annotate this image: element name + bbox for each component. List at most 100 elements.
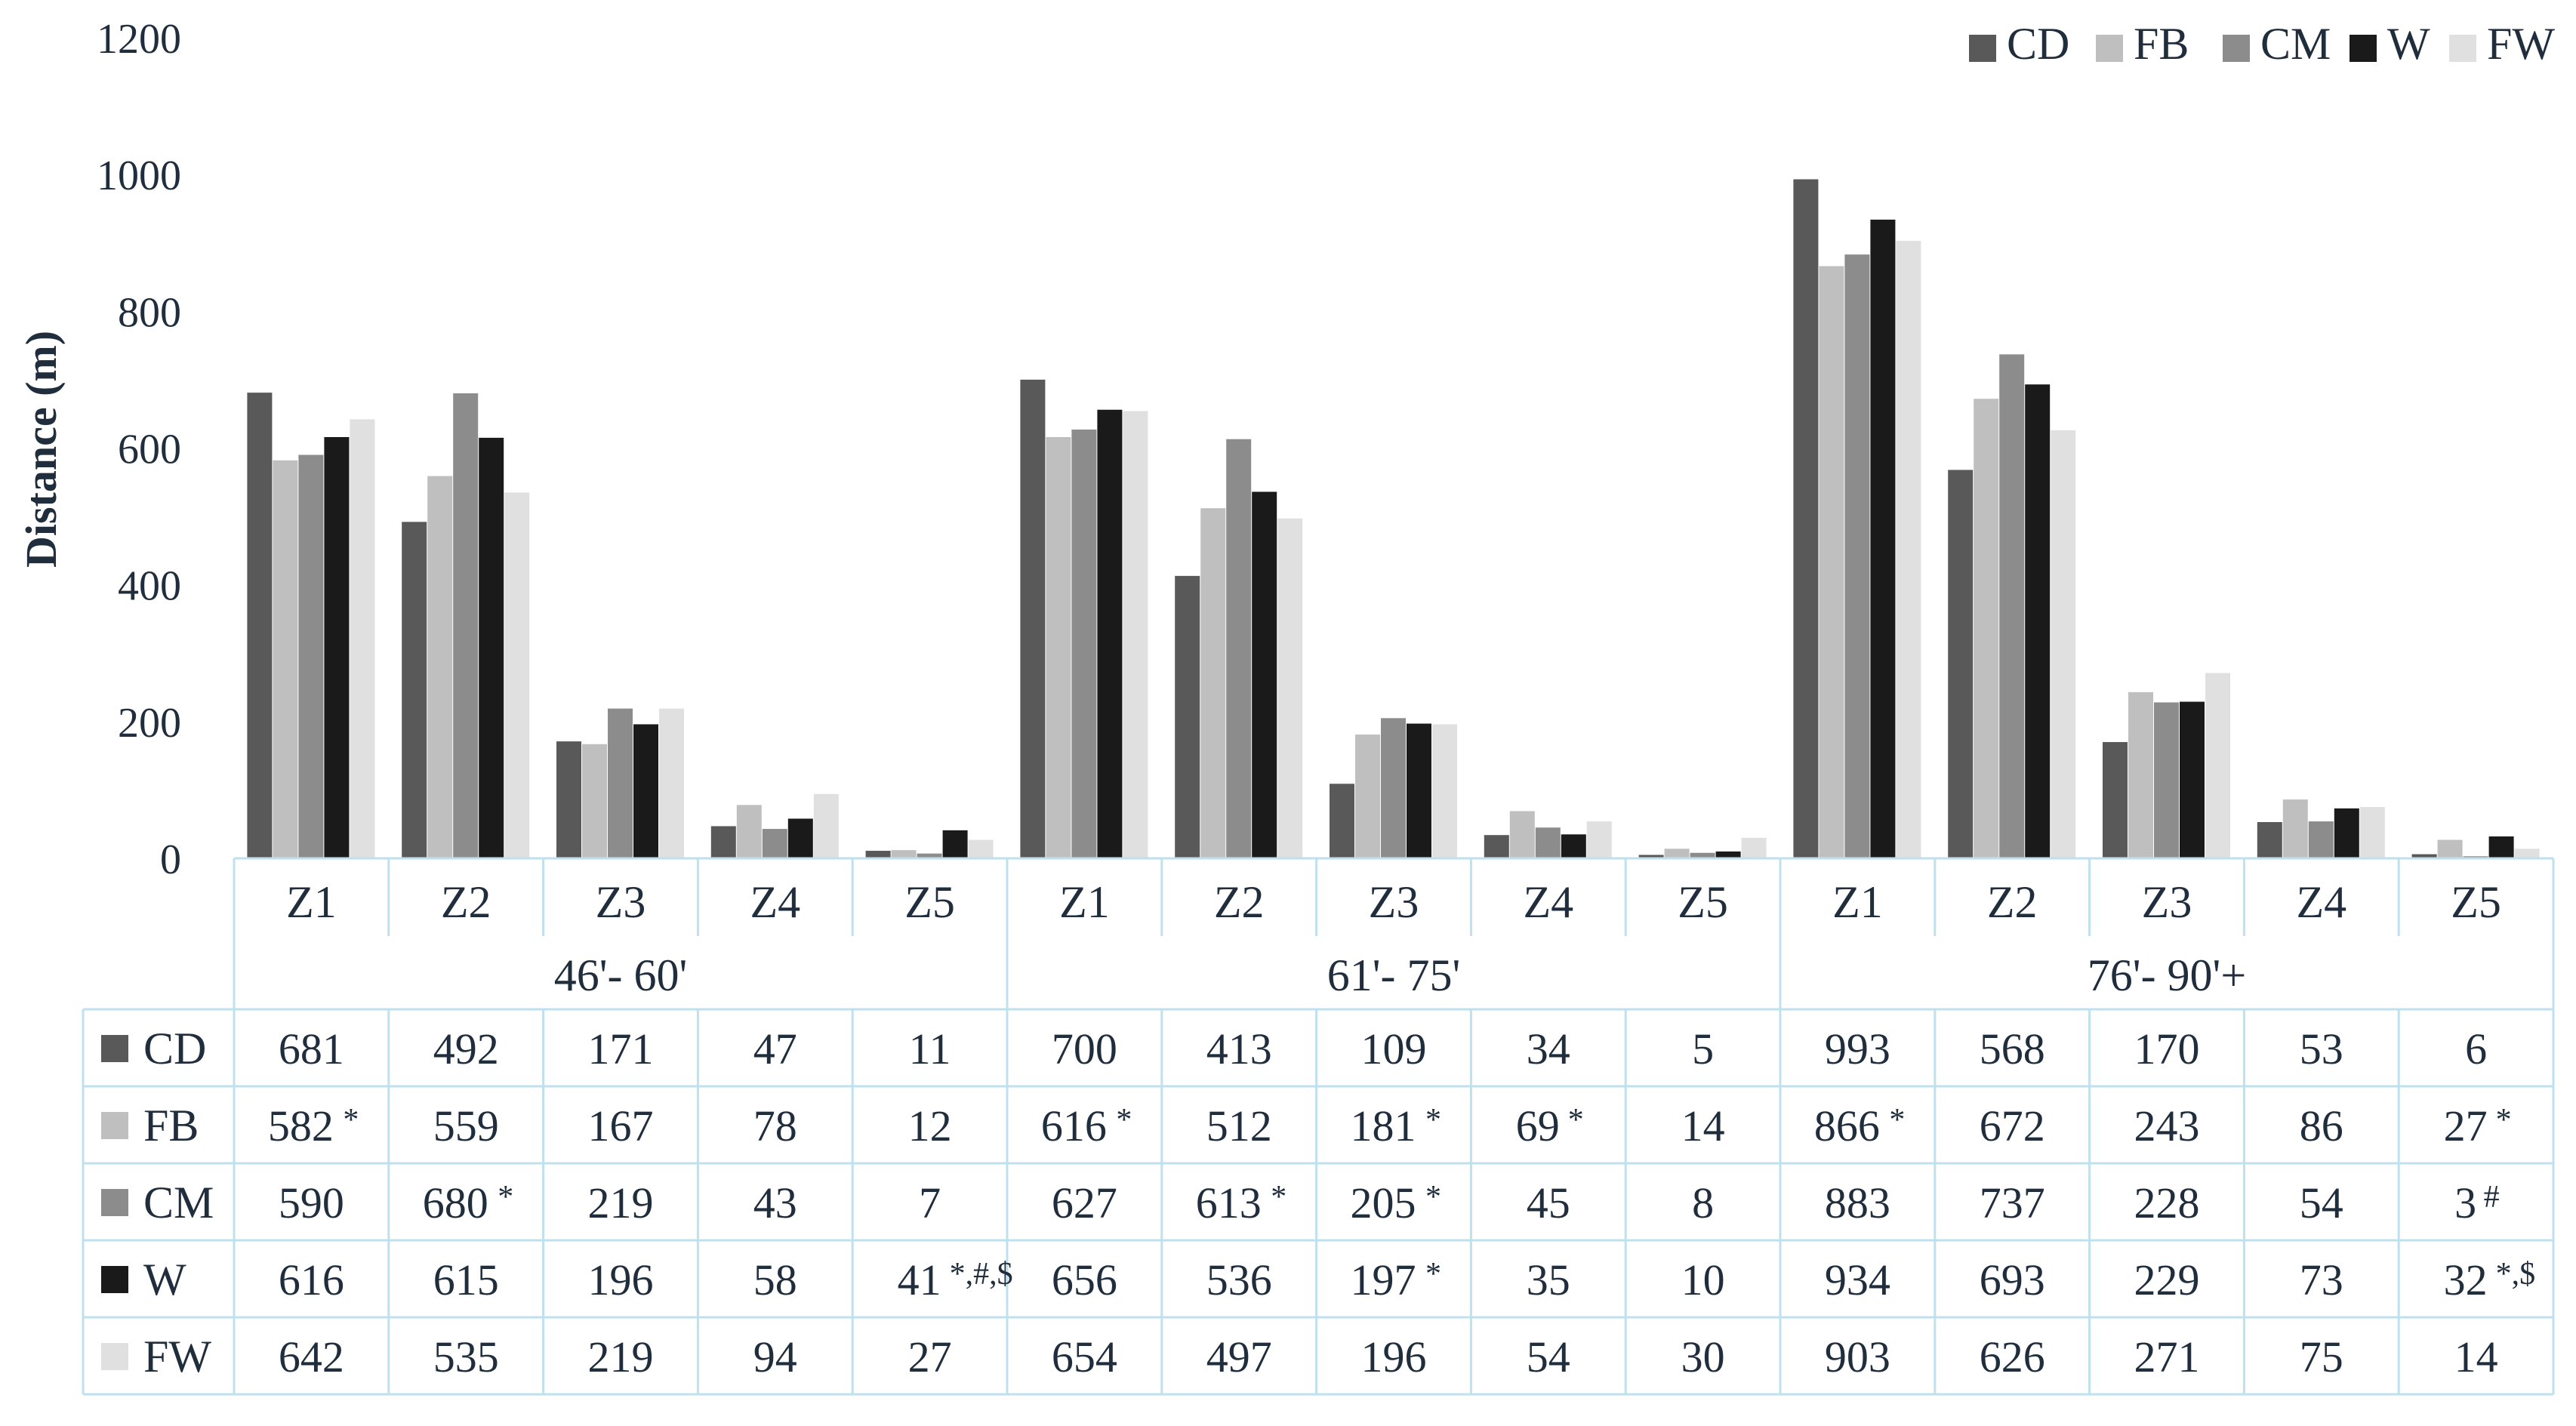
bar-FW-1 <box>504 492 530 858</box>
data-label: 43 <box>753 1178 797 1227</box>
data-label: 866 <box>1814 1101 1880 1150</box>
bar-CM-4 <box>917 853 942 858</box>
bar-FW-14 <box>2514 849 2540 858</box>
table-row-label-W: W <box>143 1255 186 1304</box>
bar-CM-13 <box>2308 821 2334 858</box>
data-label: 993 <box>1825 1024 1890 1073</box>
data-label: 616 <box>1041 1101 1107 1150</box>
data-label: 934 <box>1825 1255 1890 1304</box>
x-tick-label: Z2 <box>1987 877 2038 927</box>
bar-CM-7 <box>1381 718 1406 858</box>
data-label: 73 <box>2300 1255 2343 1304</box>
significance-mark: * <box>1889 1103 1905 1138</box>
data-label: 219 <box>588 1332 654 1381</box>
data-label: 243 <box>2134 1101 2200 1150</box>
bar-CD-1 <box>402 522 427 858</box>
data-label: 109 <box>1361 1024 1427 1073</box>
bar-W-1 <box>479 437 504 858</box>
y-tick-label: 800 <box>118 289 181 336</box>
bar-CM-5 <box>1071 430 1097 858</box>
group-label: 46'- 60' <box>554 950 688 1000</box>
significance-mark: * <box>1568 1103 1584 1138</box>
significance-mark: # <box>2484 1180 2500 1215</box>
data-label: 903 <box>1825 1332 1890 1381</box>
y-tick-label: 1200 <box>97 16 181 63</box>
bar-CD-0 <box>247 393 273 858</box>
bar-FW-0 <box>350 419 375 858</box>
bar-CD-12 <box>2103 742 2128 858</box>
data-label: 883 <box>1825 1178 1890 1227</box>
bar-CM-0 <box>298 454 324 858</box>
legend-label-CD: CD <box>2007 19 2069 69</box>
data-label: 170 <box>2134 1024 2200 1073</box>
bar-CD-10 <box>1793 179 1819 858</box>
bar-CM-8 <box>1535 827 1561 858</box>
bar-FW-9 <box>1741 837 1767 858</box>
table-swatch-CM <box>101 1189 128 1216</box>
legend-label-FW: FW <box>2487 19 2555 69</box>
bar-CM-12 <box>2154 702 2179 858</box>
bar-FW-4 <box>968 839 994 858</box>
data-label: 492 <box>433 1024 499 1073</box>
bar-W-10 <box>1870 219 1896 858</box>
table-row-label-FW: FW <box>143 1332 211 1381</box>
data-label: 14 <box>2454 1332 2498 1381</box>
data-label: 10 <box>1681 1255 1725 1304</box>
data-label: 41 <box>898 1255 941 1304</box>
data-label: 642 <box>279 1332 344 1381</box>
legend-swatch-FW <box>2449 35 2476 62</box>
data-label: 5 <box>1692 1024 1714 1073</box>
data-label: 197 <box>1351 1255 1416 1304</box>
bar-CD-13 <box>2257 821 2282 858</box>
bar-CM-11 <box>1999 354 2025 858</box>
data-label: 54 <box>1527 1332 1570 1381</box>
bar-CM-6 <box>1226 439 1252 858</box>
y-tick-label: 600 <box>118 427 181 473</box>
data-label: 626 <box>1980 1332 2045 1381</box>
table-row-label-CD: CD <box>143 1024 206 1073</box>
bar-FW-12 <box>2205 673 2230 858</box>
bar-FW-8 <box>1586 821 1612 858</box>
bar-FB-12 <box>2128 691 2153 858</box>
bar-FW-7 <box>1432 724 1457 858</box>
bar-FB-6 <box>1200 508 1226 858</box>
bar-FB-10 <box>1819 266 1844 858</box>
x-tick-label: Z3 <box>596 877 646 927</box>
bar-FW-2 <box>659 708 684 858</box>
x-tick-label: Z5 <box>2451 877 2501 927</box>
x-tick-label: Z5 <box>904 877 955 927</box>
data-label: 497 <box>1206 1332 1272 1381</box>
bar-FB-13 <box>2282 799 2308 858</box>
bar-W-6 <box>1252 491 1277 858</box>
bar-CM-3 <box>762 829 787 858</box>
data-label: 35 <box>1527 1255 1570 1304</box>
y-tick-label: 0 <box>160 836 181 883</box>
bar-CD-11 <box>1948 470 1974 858</box>
bar-FB-3 <box>736 805 762 858</box>
bar-CD-8 <box>1484 835 1509 858</box>
data-label: 181 <box>1351 1101 1416 1150</box>
significance-mark: * <box>1116 1103 1132 1138</box>
data-label: 53 <box>2300 1024 2343 1073</box>
y-tick-label: 400 <box>118 563 181 610</box>
data-label: 196 <box>588 1255 654 1304</box>
bar-CD-14 <box>2411 854 2437 858</box>
bar-CD-2 <box>556 741 581 858</box>
x-tick-label: Z1 <box>1059 877 1110 927</box>
data-label: 7 <box>919 1178 941 1227</box>
data-label: 656 <box>1052 1255 1117 1304</box>
data-label: 78 <box>753 1101 797 1150</box>
significance-mark: *,#,$ <box>950 1257 1013 1292</box>
bar-W-5 <box>1097 409 1123 858</box>
bar-CD-3 <box>710 826 736 858</box>
bar-CD-5 <box>1020 379 1046 859</box>
bar-FW-5 <box>1123 411 1148 858</box>
data-label: 167 <box>588 1101 654 1150</box>
data-label: 34 <box>1527 1024 1570 1073</box>
x-tick-label: Z5 <box>1678 877 1728 927</box>
y-tick-label: 200 <box>118 700 181 747</box>
data-label: 27 <box>908 1332 952 1381</box>
data-label: 3 <box>2454 1178 2476 1227</box>
significance-mark: * <box>1425 1103 1441 1138</box>
